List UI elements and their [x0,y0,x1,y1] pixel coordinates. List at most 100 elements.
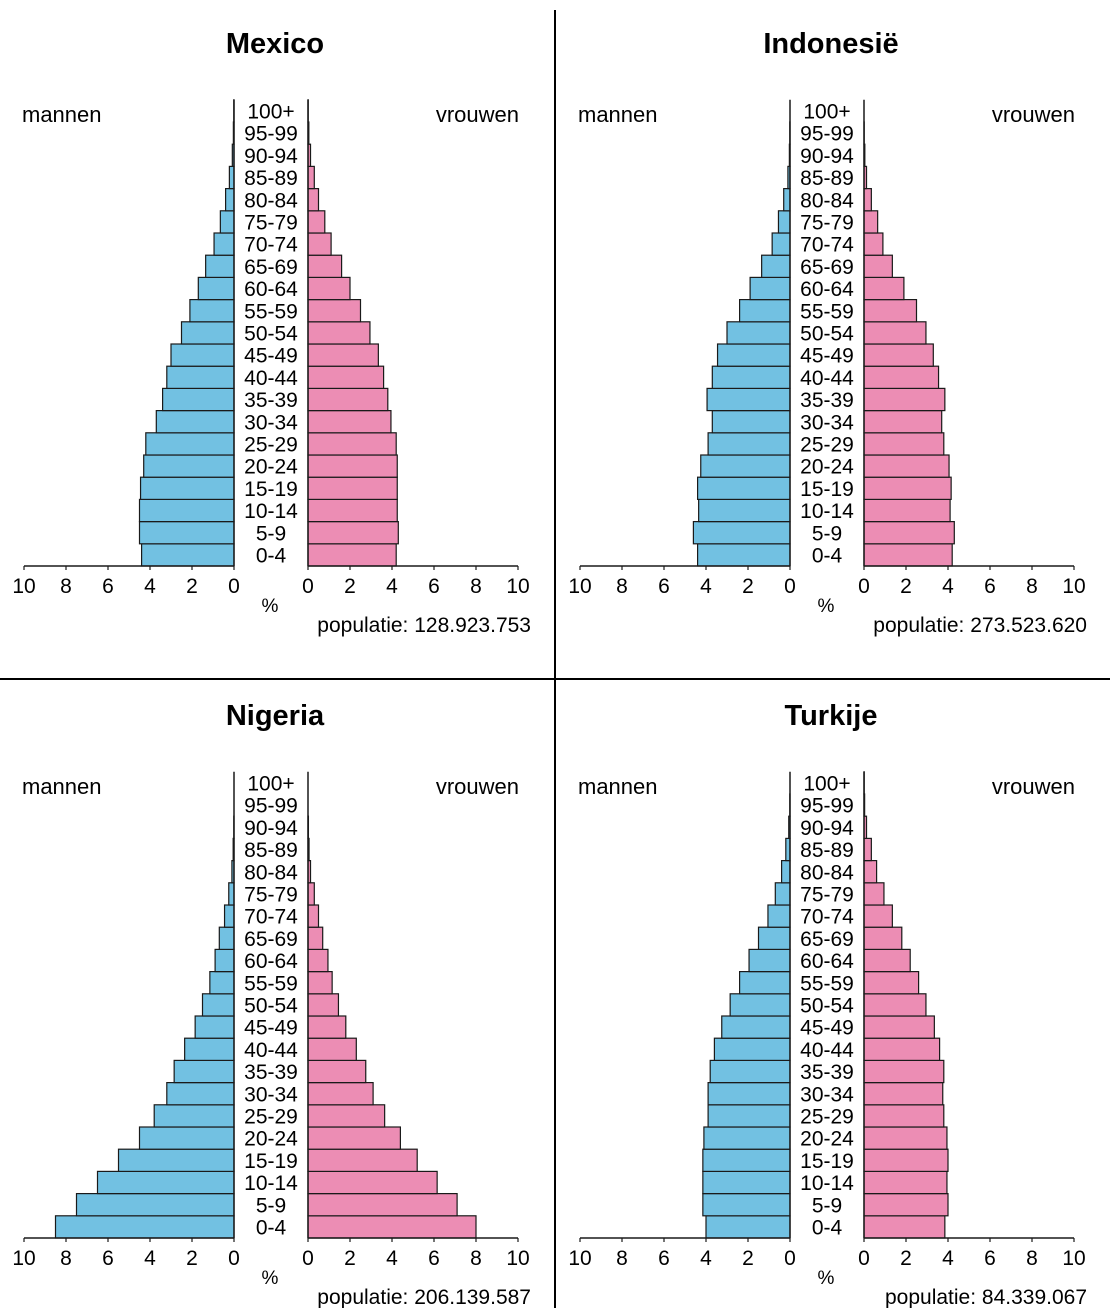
pyramid-panel: Turkije mannen vrouwen 0-45-910-1415-1920-2… [568,700,1087,1308]
female-bar [307,1148,418,1173]
x-tick-label: 8 [616,575,628,598]
female-bar [307,432,397,456]
male-bar [706,387,791,412]
male-bar [709,1059,791,1084]
female-bar [863,188,872,212]
age-label: 60-64 [800,950,854,973]
female-bar [863,1037,941,1062]
age-label: 30-34 [800,411,854,434]
age-label: 85-89 [800,839,854,862]
female-bar [307,1215,477,1239]
male-bar [218,926,235,950]
female-bar [307,387,389,412]
age-label: 35-39 [800,389,854,412]
male-bar [138,1126,235,1150]
male-bar [162,387,235,412]
age-label: 45-49 [244,1017,298,1040]
female-bar [863,904,893,928]
panel-title: Turkije [785,700,878,732]
age-label: 55-59 [800,300,854,323]
male-bar [777,210,791,234]
female-bar [307,948,329,973]
age-label: 0-4 [812,545,843,568]
left-label: mannen [22,774,102,799]
female-bar [307,454,398,478]
female-bar [863,837,872,862]
female-bar [307,321,371,345]
x-tick-label: 6 [102,575,114,598]
male-bar [138,498,235,523]
age-label: 40-44 [244,1039,298,1062]
female-bar [307,188,320,212]
age-label: 50-54 [244,995,298,1018]
age-label: 55-59 [800,972,854,995]
age-label: 70-74 [800,234,854,257]
age-label: 75-79 [244,884,298,907]
pyramid-panel: Nigeria mannen vrouwen 0-45-910-1415-1920-2… [12,700,531,1308]
age-label: 60-64 [800,278,854,301]
x-tick-label: 4 [700,1247,712,1270]
male-bar [698,498,791,523]
female-bar [307,1059,367,1084]
right-label: vrouwen [436,102,519,127]
x-tick-label: 10 [12,1247,35,1270]
male-bar [189,299,235,323]
female-bar [863,254,893,278]
male-bar [117,1148,235,1173]
age-label: 95-99 [244,795,298,818]
age-label: 75-79 [800,884,854,907]
female-bar [863,232,884,256]
male-bar [166,1082,235,1106]
age-label: 55-59 [244,300,298,323]
age-label: 15-19 [800,478,854,501]
age-label: 65-69 [800,928,854,951]
female-bar [863,948,911,973]
age-label: 45-49 [800,345,854,368]
age-label: 70-74 [244,234,298,257]
age-label: 50-54 [800,323,854,346]
female-bar [307,498,398,523]
age-label: 40-44 [244,367,298,390]
female-bar [863,1215,946,1239]
male-bar [716,343,791,367]
female-bar [307,476,398,501]
axis-unit: % [262,1268,279,1289]
male-bar [702,1170,791,1195]
female-bar [863,210,879,234]
male-bar [748,948,791,973]
female-bar [863,993,927,1017]
x-tick-label: 6 [428,1247,440,1270]
age-label: 20-24 [244,1128,298,1151]
female-bar [307,1104,386,1128]
male-bar [153,1104,235,1128]
male-bar [783,188,791,212]
age-label: 0-4 [256,545,287,568]
male-bar [711,365,791,390]
female-bar [863,1104,945,1128]
age-label: 85-89 [244,167,298,190]
age-label: 70-74 [244,906,298,929]
age-label: 20-24 [244,456,298,479]
age-label: 20-24 [800,1128,854,1151]
female-bar [863,1059,945,1084]
x-tick-label: 8 [616,1247,628,1270]
male-bar [170,343,235,367]
male-bar [219,210,235,234]
female-bar [307,365,385,390]
x-tick-label: 0 [302,1247,314,1270]
female-bar [863,1170,948,1195]
axis-unit: % [818,1268,835,1289]
population-label: populatie: 273.523.620 [873,614,1087,637]
male-bar [173,1059,235,1084]
right-label: vrouwen [992,102,1075,127]
female-bar [307,1192,458,1217]
age-label: 100+ [247,101,294,124]
female-bar [863,1015,935,1039]
x-tick-label: 10 [506,575,529,598]
x-tick-label: 4 [144,1247,156,1270]
x-tick-label: 0 [784,1247,796,1270]
male-bar [692,520,791,545]
panel-title: Indonesië [763,28,898,60]
x-tick-label: 8 [60,575,72,598]
